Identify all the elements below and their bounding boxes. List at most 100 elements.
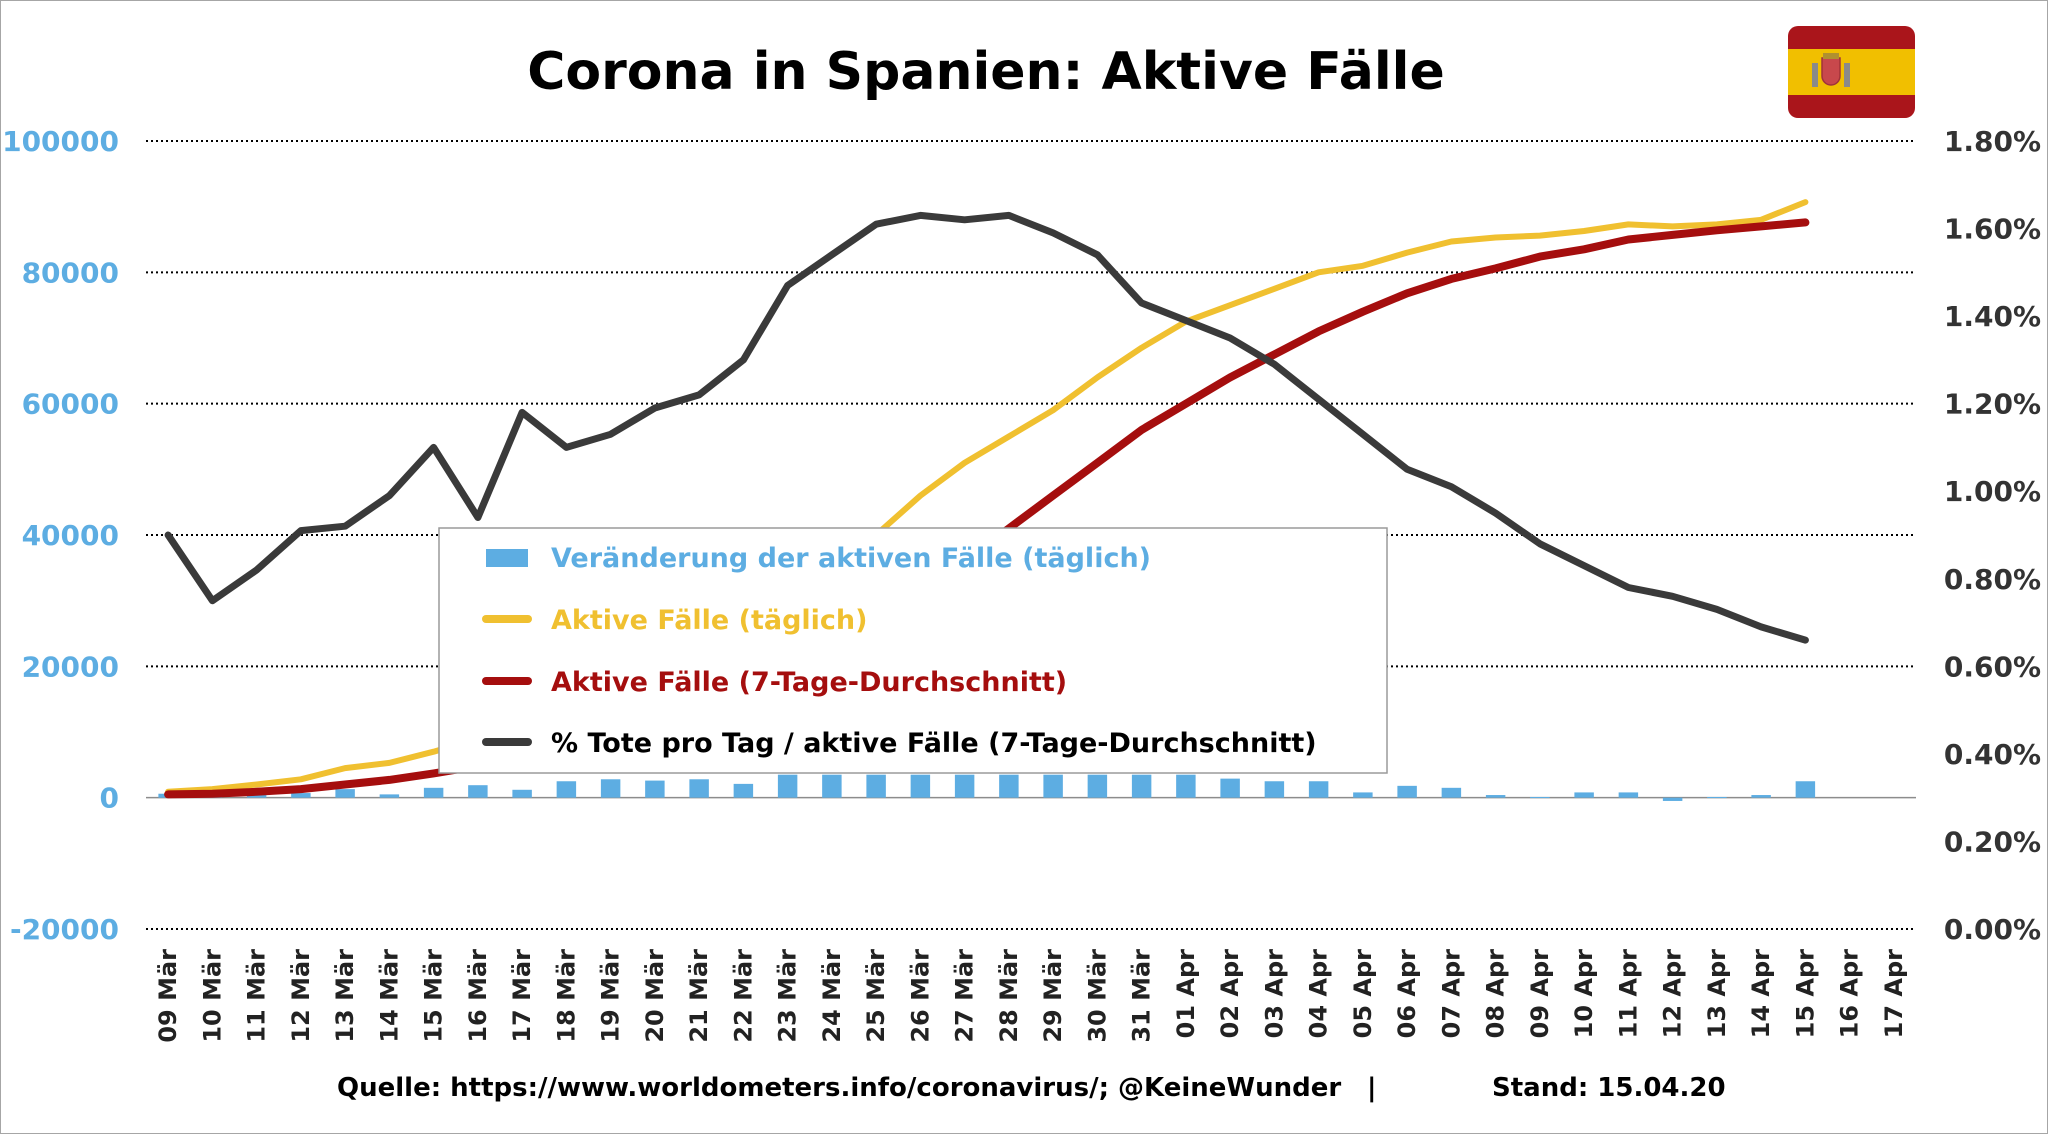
x-tick-label: 27 Mär xyxy=(951,949,979,1043)
x-tick-label: 04 Apr xyxy=(1305,949,1333,1039)
right-tick-label: 1.80% xyxy=(1944,125,2041,158)
x-axis: 09 Mär 10 Mär 11 Mär 12 Mär 13 Mär 14 Mär 15 M… xyxy=(154,949,1908,1043)
bar-02-Apr xyxy=(1220,778,1240,798)
bar-12-Apr xyxy=(1662,797,1683,801)
x-tick-label: 26 Mär xyxy=(906,949,934,1043)
chart-title: Corona in Spanien: Aktive Fälle xyxy=(527,42,1444,102)
bar-15-Apr xyxy=(1795,781,1816,798)
left-tick-label: 20000 xyxy=(22,650,119,683)
x-tick-label: 13 Apr xyxy=(1703,949,1731,1039)
x-tick-label: 30 Mär xyxy=(1083,949,1111,1043)
bar-16-Mär xyxy=(468,785,488,798)
x-tick-label: 09 Mär xyxy=(154,949,182,1043)
left-y-axis: -20000 0 20000 40000 60000 80000 100000 xyxy=(2,125,119,946)
bar-19-Mär xyxy=(600,779,621,798)
x-tick-label: 29 Mär xyxy=(1039,949,1067,1043)
legend-swatch-bars xyxy=(486,549,528,567)
bar-13-Apr xyxy=(1707,797,1727,799)
x-tick-label: 14 Apr xyxy=(1747,949,1775,1039)
flag-yellow-band xyxy=(1788,49,1915,95)
bar-04-Apr xyxy=(1308,781,1329,798)
x-tick-label: 16 Apr xyxy=(1836,949,1864,1039)
bar-14-Mär xyxy=(379,794,400,798)
legend-label-avg7: Aktive Fälle (7-Tage-Durchschnitt) xyxy=(551,667,1067,698)
x-tick-label: 12 Mär xyxy=(287,949,315,1043)
x-tick-label: 31 Mär xyxy=(1128,949,1156,1043)
footer-source: Quelle: https://www.worldometers.info/co… xyxy=(337,1073,1341,1103)
bar-14-Apr xyxy=(1751,795,1771,798)
x-tick-label: 21 Mär xyxy=(685,949,713,1043)
x-tick-label: 19 Mär xyxy=(597,949,625,1043)
bar-05-Apr xyxy=(1353,792,1373,798)
x-tick-label: 23 Mär xyxy=(774,949,802,1043)
footer-separator: | xyxy=(1367,1073,1377,1103)
bar-08-Apr xyxy=(1485,795,1506,798)
left-tick-label: 40000 xyxy=(22,519,119,552)
x-tick-label: 18 Mär xyxy=(552,949,580,1043)
x-tick-label: 25 Mär xyxy=(862,949,890,1043)
bar-15-Mär xyxy=(423,787,444,798)
right-y-axis: 0.00% 0.20% 0.40% 0.60% 0.80% 1.00% 1.20% 1.40%… xyxy=(1944,125,2041,946)
right-tick-label: 1.00% xyxy=(1944,475,2041,508)
legend-label-active: Aktive Fälle (täglich) xyxy=(551,605,868,636)
x-tick-label: 03 Apr xyxy=(1260,949,1288,1039)
right-tick-label: 1.20% xyxy=(1944,388,2041,421)
bar-17-Mär xyxy=(512,789,532,798)
x-tick-label: 15 Mär xyxy=(420,949,448,1043)
bar-26-Mär xyxy=(910,774,931,798)
flag-coat-of-arms xyxy=(1812,53,1850,87)
x-tick-label: 20 Mär xyxy=(641,949,669,1043)
x-tick-label: 01 Apr xyxy=(1172,949,1200,1039)
x-tick-label: 02 Apr xyxy=(1216,949,1244,1039)
bar-27-Mär xyxy=(954,774,975,798)
x-tick-label: 11 Mär xyxy=(243,949,271,1043)
bar-25-Mär xyxy=(866,774,886,798)
right-tick-label: 0.20% xyxy=(1944,825,2041,858)
x-tick-label: 24 Mär xyxy=(818,949,846,1043)
x-tick-label: 10 Mär xyxy=(198,949,226,1043)
x-tick-label: 12 Apr xyxy=(1659,949,1687,1039)
left-tick-label: 80000 xyxy=(22,256,119,289)
x-tick-label: 28 Mär xyxy=(995,949,1023,1043)
bar-31-Mär xyxy=(1131,774,1152,798)
bar-30-Mär xyxy=(1087,774,1108,798)
left-tick-label: 100000 xyxy=(2,125,119,158)
footer-date: Stand: 15.04.20 xyxy=(1492,1073,1726,1103)
x-tick-label: 16 Mär xyxy=(464,949,492,1043)
bar-23-Mär xyxy=(777,774,798,798)
left-tick-label: -20000 xyxy=(10,913,119,946)
left-tick-label: 0 xyxy=(100,782,119,815)
bar-07-Apr xyxy=(1441,787,1462,798)
x-tick-label: 11 Apr xyxy=(1614,949,1642,1039)
spain-flag-icon xyxy=(1788,26,1915,118)
x-tick-label: 10 Apr xyxy=(1570,949,1598,1039)
x-tick-label: 15 Apr xyxy=(1791,949,1819,1039)
legend-label-deaths: % Tote pro Tag / aktive Fälle (7-Tage-Du… xyxy=(551,728,1317,759)
bar-21-Mär xyxy=(689,779,709,798)
bar-01-Apr xyxy=(1176,774,1196,798)
legend-label-bars: Veränderung der aktiven Fälle (täglich) xyxy=(551,543,1151,574)
right-tick-label: 0.80% xyxy=(1944,563,2041,596)
legend-box xyxy=(438,527,1388,774)
bar-20-Mär xyxy=(645,780,665,798)
x-tick-label: 05 Apr xyxy=(1349,949,1377,1039)
line-deaths-percent xyxy=(164,211,1809,644)
x-tick-label: 09 Apr xyxy=(1526,949,1554,1039)
right-tick-label: 0.40% xyxy=(1944,738,2041,771)
x-tick-label: 07 Apr xyxy=(1437,949,1465,1039)
bar-06-Apr xyxy=(1397,785,1417,798)
bar-10-Apr xyxy=(1574,792,1594,798)
x-tick-label: 17 Apr xyxy=(1880,949,1908,1039)
bar-22-Mär xyxy=(733,783,754,798)
left-tick-label: 60000 xyxy=(22,388,119,421)
right-tick-label: 1.60% xyxy=(1944,213,2041,246)
x-tick-label: 17 Mär xyxy=(508,949,536,1043)
right-tick-label: 0.00% xyxy=(1944,913,2041,946)
bar-18-Mär xyxy=(556,781,577,798)
bar-24-Mär xyxy=(822,774,842,798)
legend: Veränderung der aktiven Fälle (täglich) … xyxy=(438,527,1388,774)
bar-28-Mär xyxy=(999,774,1019,798)
x-tick-label: 06 Apr xyxy=(1393,949,1421,1039)
x-tick-label: 13 Mär xyxy=(331,949,359,1043)
